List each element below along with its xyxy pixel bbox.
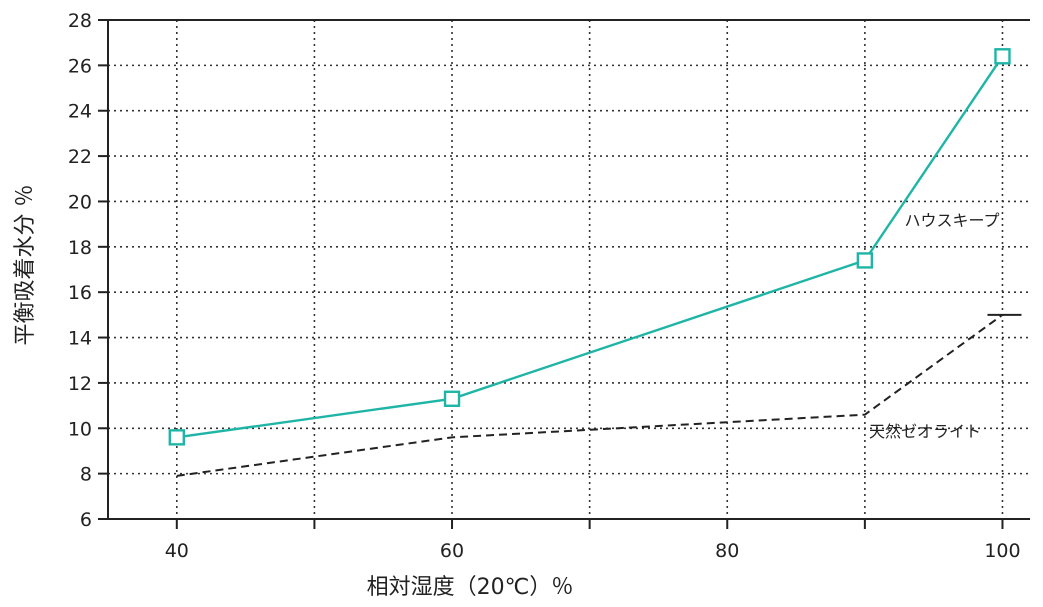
y-tick-label: 20 (68, 191, 92, 213)
x-axis: 40 60 80 100 (165, 519, 1021, 562)
data-point-marker (168, 429, 186, 446)
grid (108, 20, 1030, 519)
y-tick-label: 22 (68, 146, 92, 168)
y-tick-label: 28 (68, 10, 92, 32)
y-tick-label: 10 (68, 418, 92, 440)
y-tick-label: 14 (68, 328, 92, 350)
y-axis-title: 平衡吸着水分 ％ (13, 185, 38, 346)
series-line-1 (176, 314, 1004, 477)
data-point-marker (443, 390, 461, 407)
y-tick-label: 6 (80, 509, 92, 531)
data-point-marker (994, 48, 1011, 65)
x-tick-label: 100 (984, 540, 1020, 562)
x-axis-title: 相対湿度（20℃）％ (367, 575, 574, 600)
series-layer (168, 48, 1022, 477)
y-tick-label: 8 (80, 464, 92, 486)
series-label-1: 天然ゼオライト (869, 422, 981, 441)
y-tick-label: 16 (68, 282, 92, 304)
series-line-0 (176, 55, 1004, 439)
x-tick-label: 60 (440, 540, 464, 562)
y-tick-label: 24 (68, 101, 92, 123)
y-axis: 6 8 10 12 14 16 18 20 22 24 26 28 (68, 10, 108, 531)
series-label-0: ハウスキープ (904, 211, 999, 230)
x-tick-label: 40 (165, 540, 189, 562)
plot-frame (107, 19, 1030, 520)
data-point-marker (856, 252, 874, 269)
x-tick-label: 80 (715, 540, 739, 562)
y-tick-label: 18 (68, 237, 92, 259)
y-tick-label: 12 (68, 373, 92, 395)
y-tick-label: 26 (68, 55, 92, 77)
